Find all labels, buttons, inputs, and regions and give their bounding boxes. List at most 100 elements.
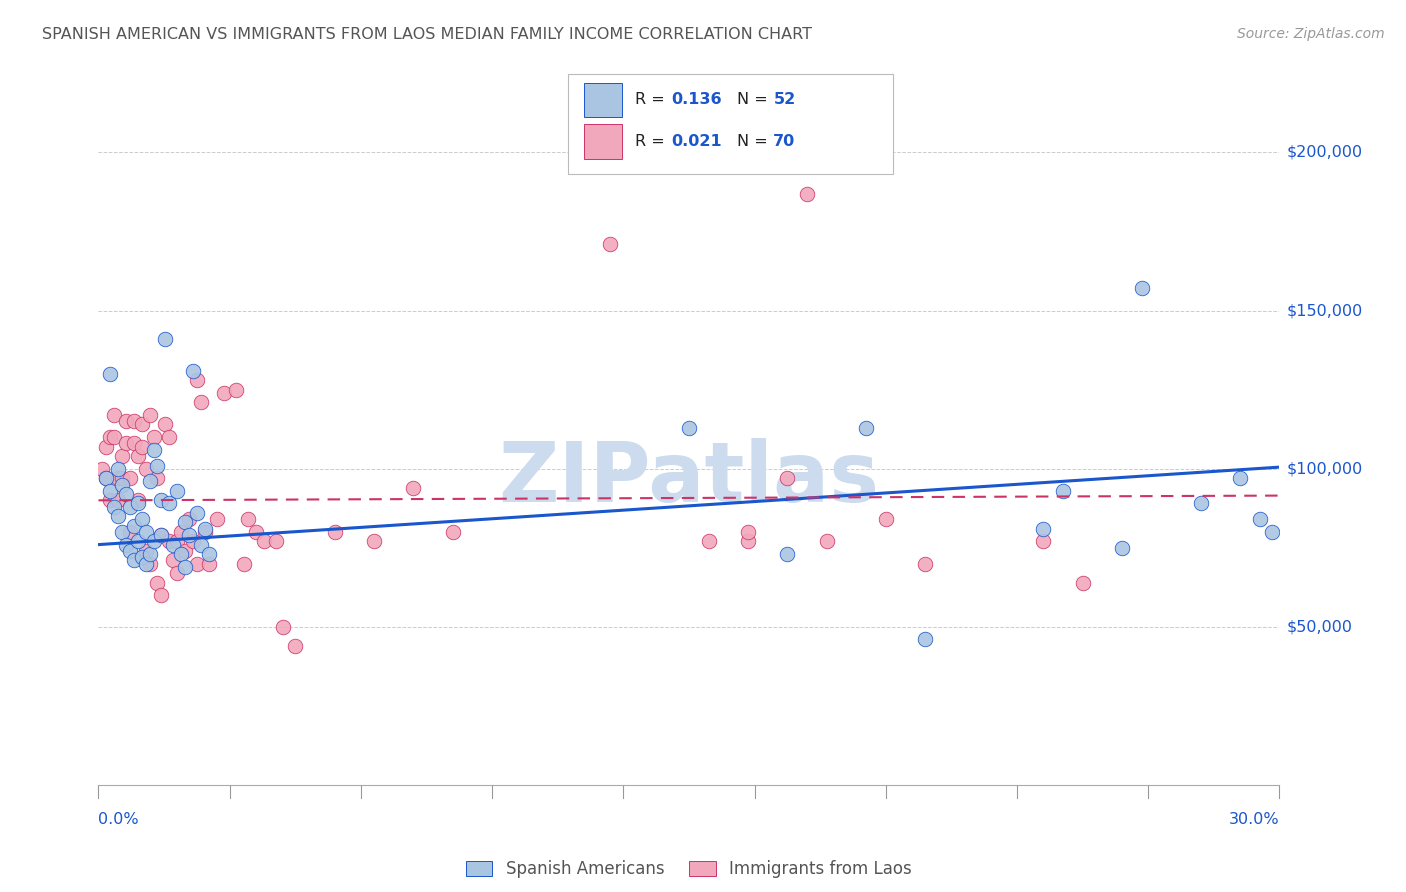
Text: R =: R = <box>634 92 669 107</box>
Point <box>678 420 700 434</box>
Point <box>98 493 121 508</box>
Point <box>177 512 200 526</box>
Text: 0.136: 0.136 <box>671 92 721 107</box>
Point <box>162 538 184 552</box>
Point <box>737 534 759 549</box>
Point <box>1260 524 1282 539</box>
Text: N =: N = <box>737 134 772 149</box>
Point <box>181 534 204 549</box>
Point <box>155 417 177 432</box>
Text: $150,000: $150,000 <box>1286 303 1362 318</box>
Legend: Spanish Americans, Immigrants from Laos: Spanish Americans, Immigrants from Laos <box>460 853 918 885</box>
Point <box>1032 534 1054 549</box>
Point <box>127 449 149 463</box>
Point <box>135 557 157 571</box>
Point <box>118 500 141 514</box>
Point <box>186 373 208 387</box>
Point <box>323 524 346 539</box>
Point <box>131 440 153 454</box>
Point <box>115 436 138 450</box>
Point <box>197 557 219 571</box>
Point <box>170 547 193 561</box>
Point <box>107 493 129 508</box>
Text: 30.0%: 30.0% <box>1229 812 1279 827</box>
Point <box>186 506 208 520</box>
Text: Source: ZipAtlas.com: Source: ZipAtlas.com <box>1237 27 1385 41</box>
Point <box>111 524 134 539</box>
Point <box>157 534 180 549</box>
Point <box>174 516 197 530</box>
Point <box>402 481 425 495</box>
Point <box>131 550 153 565</box>
Point <box>177 528 200 542</box>
Point <box>166 566 188 580</box>
Point <box>174 559 197 574</box>
Point <box>96 440 118 454</box>
Point <box>103 408 125 422</box>
Point <box>111 471 134 485</box>
Point <box>441 524 464 539</box>
Point <box>155 332 177 346</box>
Point <box>363 534 385 549</box>
Point <box>107 461 129 475</box>
Text: 0.021: 0.021 <box>671 134 721 149</box>
Point <box>914 632 936 647</box>
Point <box>146 458 169 473</box>
Point <box>186 557 208 571</box>
Point <box>1189 496 1212 510</box>
Point <box>157 430 180 444</box>
Point <box>111 477 134 491</box>
Point <box>122 414 145 428</box>
Point <box>796 186 818 201</box>
Point <box>103 500 125 514</box>
Point <box>194 522 217 536</box>
Point <box>174 544 197 558</box>
Point <box>776 471 799 485</box>
Point <box>118 471 141 485</box>
Point <box>118 524 141 539</box>
Point <box>1130 281 1153 295</box>
Point <box>122 553 145 567</box>
Point <box>1071 575 1094 590</box>
Point <box>253 534 276 549</box>
Point <box>190 538 212 552</box>
Point <box>135 461 157 475</box>
Point <box>166 534 188 549</box>
Point <box>127 534 149 549</box>
Point <box>150 493 173 508</box>
Point <box>776 547 799 561</box>
Point <box>138 547 160 561</box>
Point <box>115 538 138 552</box>
Point <box>111 449 134 463</box>
Point <box>103 430 125 444</box>
Point <box>1052 483 1074 498</box>
Point <box>1249 512 1271 526</box>
Point <box>264 534 287 549</box>
Point <box>127 496 149 510</box>
Point <box>142 534 165 549</box>
Point <box>181 364 204 378</box>
Point <box>225 383 247 397</box>
Point <box>150 528 173 542</box>
Point <box>737 524 759 539</box>
Point <box>150 528 173 542</box>
Point <box>122 436 145 450</box>
Point <box>214 385 236 400</box>
Point <box>245 524 267 539</box>
Point <box>122 518 145 533</box>
Point <box>96 471 118 485</box>
Point <box>166 483 188 498</box>
Text: ZIPatlas: ZIPatlas <box>499 438 879 519</box>
Text: R =: R = <box>634 134 669 149</box>
Point <box>815 534 838 549</box>
Point <box>91 461 114 475</box>
Text: $200,000: $200,000 <box>1286 145 1362 160</box>
Point <box>131 417 153 432</box>
Point <box>107 471 129 485</box>
Text: 0.0%: 0.0% <box>98 812 139 827</box>
Point <box>284 639 307 653</box>
Point <box>135 544 157 558</box>
Point <box>875 512 897 526</box>
Point <box>236 512 259 526</box>
Point <box>146 471 169 485</box>
